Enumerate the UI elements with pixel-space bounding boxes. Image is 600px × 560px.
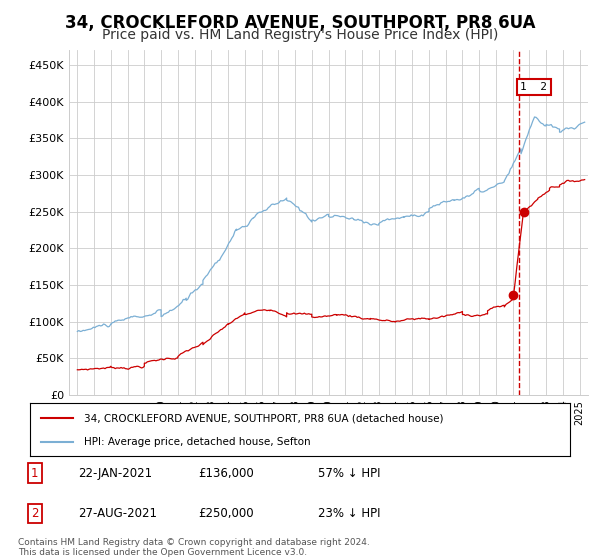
Text: 1: 1 (31, 466, 38, 480)
Text: £250,000: £250,000 (198, 507, 254, 520)
Text: HPI: Average price, detached house, Sefton: HPI: Average price, detached house, Seft… (84, 436, 311, 446)
Text: 23% ↓ HPI: 23% ↓ HPI (318, 507, 380, 520)
Text: 34, CROCKLEFORD AVENUE, SOUTHPORT, PR8 6UA: 34, CROCKLEFORD AVENUE, SOUTHPORT, PR8 6… (65, 14, 535, 32)
Text: 27-AUG-2021: 27-AUG-2021 (78, 507, 157, 520)
Text: Price paid vs. HM Land Registry's House Price Index (HPI): Price paid vs. HM Land Registry's House … (102, 28, 498, 42)
Text: 2: 2 (31, 507, 38, 520)
Text: 22-JAN-2021: 22-JAN-2021 (78, 466, 152, 480)
Text: 57% ↓ HPI: 57% ↓ HPI (318, 466, 380, 480)
Text: 34, CROCKLEFORD AVENUE, SOUTHPORT, PR8 6UA (detached house): 34, CROCKLEFORD AVENUE, SOUTHPORT, PR8 6… (84, 413, 443, 423)
Text: 1  2: 1 2 (520, 82, 547, 92)
Text: Contains HM Land Registry data © Crown copyright and database right 2024.
This d: Contains HM Land Registry data © Crown c… (18, 538, 370, 557)
Text: £136,000: £136,000 (198, 466, 254, 480)
